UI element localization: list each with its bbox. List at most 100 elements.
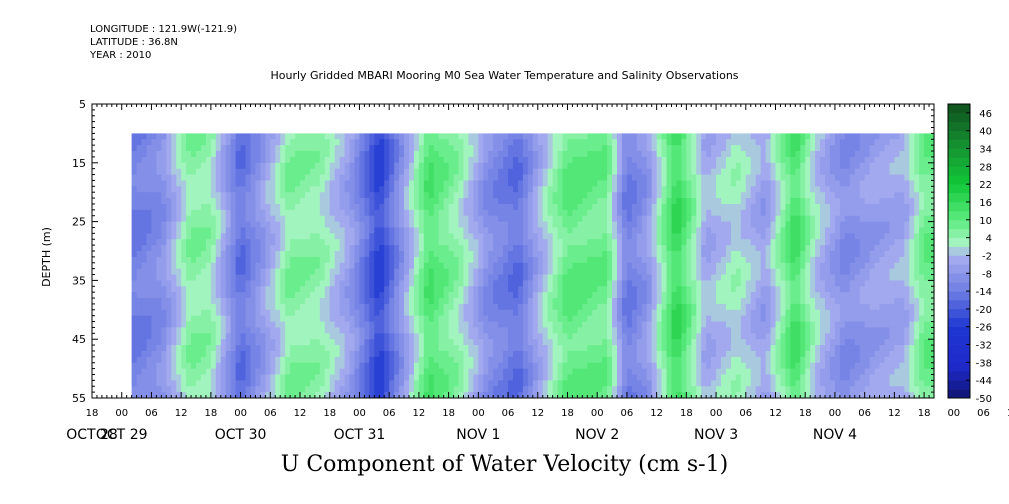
- heatmap-cell: [260, 292, 266, 299]
- heatmap-cell: [210, 274, 217, 281]
- heatmap-cell: [235, 298, 242, 305]
- heatmap-cell: [517, 245, 524, 252]
- heatmap-cell: [309, 215, 316, 223]
- heatmap-cell: [404, 256, 410, 264]
- heatmap-cell: [280, 239, 286, 246]
- heatmap-cell: [513, 303, 519, 311]
- heatmap-cell: [205, 350, 212, 358]
- heatmap-cell: [483, 315, 489, 323]
- heatmap-cell: [220, 245, 227, 252]
- heatmap-cell: [522, 215, 529, 223]
- heatmap-cell: [186, 303, 192, 311]
- heatmap-cell: [354, 162, 361, 170]
- heatmap-cell: [146, 327, 153, 334]
- heatmap-cell: [309, 227, 316, 234]
- heatmap-cell: [656, 262, 663, 270]
- heatmap-cell: [374, 339, 380, 346]
- heatmap-cell: [621, 215, 628, 223]
- heatmap-cell: [200, 162, 207, 170]
- heatmap-cell: [498, 356, 504, 364]
- heatmap-cell: [597, 333, 603, 340]
- heatmap-cell: [384, 321, 390, 328]
- heatmap-cell: [602, 233, 608, 240]
- heatmap-cell: [582, 374, 588, 381]
- heatmap-cell: [364, 233, 370, 240]
- heatmap-cell: [166, 145, 172, 152]
- heatmap-cell: [532, 380, 539, 387]
- heatmap-cell: [374, 239, 380, 246]
- heatmap-cell: [260, 139, 266, 146]
- heatmap-cell: [324, 368, 331, 375]
- heatmap-cell: [612, 356, 618, 364]
- heatmap-cell: [166, 374, 172, 381]
- plot-title: Hourly Gridded MBARI Mooring M0 Sea Wate…: [270, 69, 739, 82]
- heatmap-cell: [582, 386, 588, 393]
- heatmap-cell: [433, 362, 440, 370]
- heatmap-cell: [151, 274, 157, 281]
- heatmap-cell: [651, 315, 658, 323]
- heatmap-cell: [141, 262, 148, 270]
- heatmap-cell: [517, 180, 524, 187]
- heatmap-cell: [399, 315, 405, 323]
- heatmap-cell: [324, 327, 331, 334]
- heatmap-cell: [349, 339, 356, 346]
- heatmap-cell: [488, 274, 494, 281]
- heatmap-cell: [324, 280, 331, 287]
- heatmap-cell: [280, 374, 286, 381]
- heatmap-cell: [280, 215, 286, 223]
- heatmap-cell: [394, 239, 400, 246]
- heatmap-cell: [527, 139, 534, 146]
- heatmap-cell: [176, 139, 182, 146]
- heatmap-cell: [532, 151, 539, 158]
- heatmap-cell: [636, 268, 643, 276]
- heatmap-cell: [354, 133, 361, 140]
- heatmap-cell: [250, 192, 257, 199]
- heatmap-cell: [309, 298, 316, 305]
- heatmap-cell: [463, 321, 470, 328]
- heatmap-cell: [671, 374, 678, 381]
- heatmap-cell: [389, 139, 395, 146]
- heatmap-cell: [636, 245, 643, 252]
- heatmap-cell: [428, 156, 435, 164]
- heatmap-cell: [537, 292, 544, 299]
- heatmap-cell: [592, 251, 598, 258]
- heatmap-cell: [389, 162, 395, 170]
- heatmap-cell: [275, 262, 281, 270]
- heatmap-cell: [617, 274, 623, 281]
- heatmap-cell: [245, 192, 252, 199]
- heatmap-cell: [319, 245, 326, 252]
- heatmap-cell: [176, 203, 182, 211]
- heatmap-cell: [275, 333, 281, 340]
- heatmap-cell: [186, 192, 192, 199]
- heatmap-cell: [186, 374, 192, 381]
- heatmap-cell: [413, 151, 420, 158]
- heatmap-cell: [131, 333, 138, 340]
- heatmap-cell: [324, 215, 331, 223]
- heatmap-cell: [463, 156, 470, 164]
- heatmap-cell: [503, 374, 509, 381]
- heatmap-cell: [339, 221, 346, 228]
- heatmap-cell: [557, 174, 564, 181]
- heatmap-cell: [265, 221, 271, 228]
- heatmap-cell: [166, 256, 172, 264]
- heatmap-cell: [651, 192, 658, 199]
- heatmap-cell: [141, 203, 148, 211]
- heatmap-cell: [285, 151, 291, 158]
- heatmap-cell: [290, 251, 296, 258]
- heatmap-cell: [503, 180, 509, 187]
- heatmap-cell: [359, 251, 366, 258]
- heatmap-cell: [592, 221, 598, 228]
- heatmap-cell: [300, 145, 306, 152]
- heatmap-cell: [364, 280, 370, 287]
- heatmap-cell: [577, 368, 583, 375]
- heatmap-cell: [498, 233, 504, 240]
- heatmap-cell: [661, 327, 668, 334]
- heatmap-cell: [513, 274, 519, 281]
- heatmap-cell: [245, 139, 252, 146]
- heatmap-cell: [458, 192, 465, 199]
- heatmap-cell: [285, 245, 291, 252]
- heatmap-cell: [245, 350, 252, 358]
- heatmap-cell: [275, 151, 281, 158]
- heatmap-cell: [309, 256, 316, 264]
- heatmap-cell: [587, 333, 593, 340]
